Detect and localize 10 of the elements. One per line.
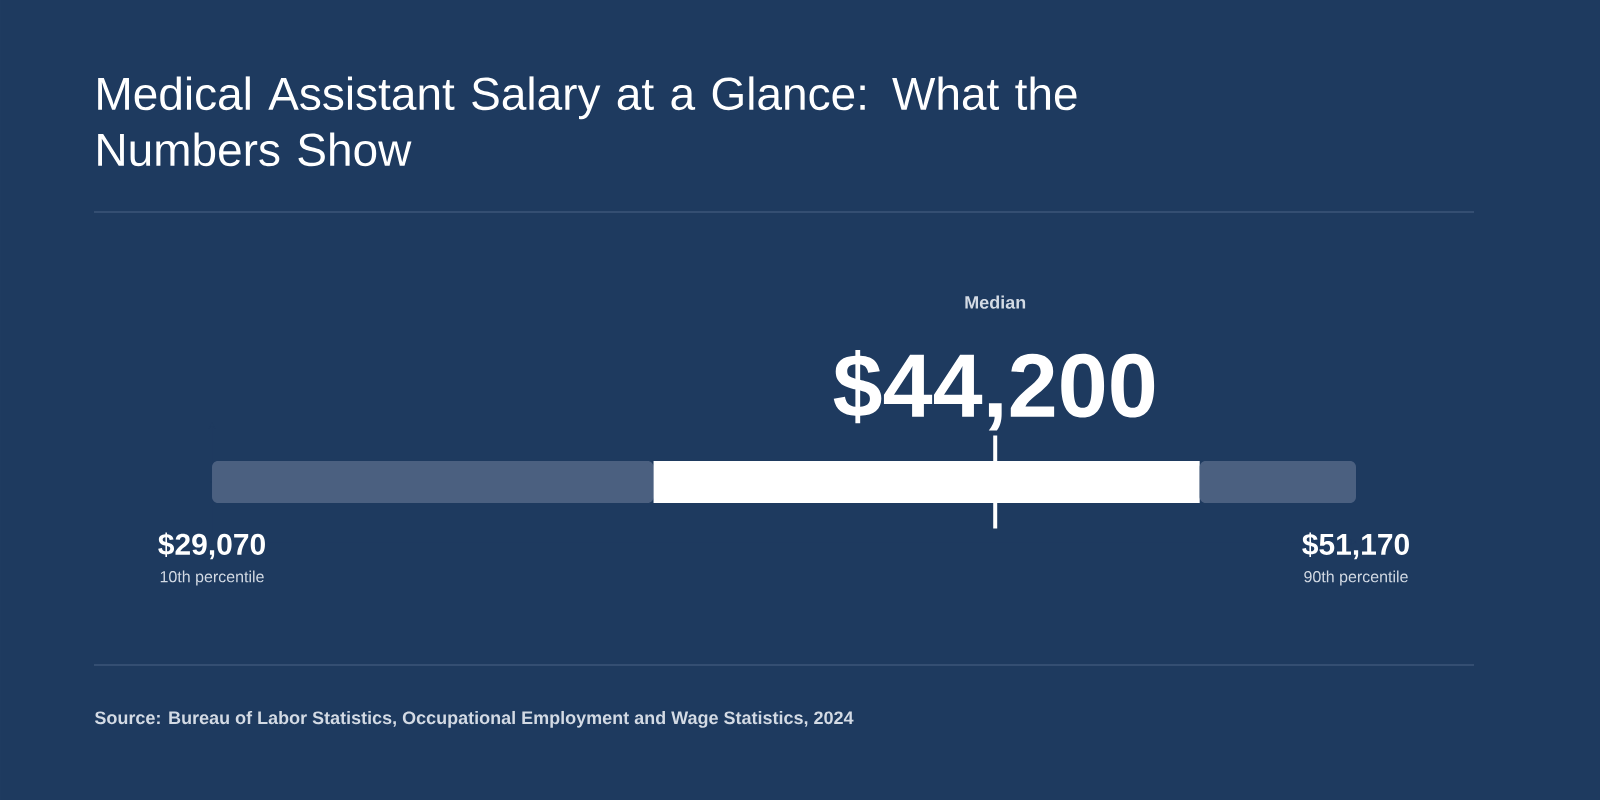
ref-line-label: $44,200 (833, 349, 1155, 431)
chart-title: Medical Assistant Salary at a Glance: What the Numbers Show (98, 76, 1077, 167)
source-note: Source: Bureau of Labor Statistics, Occupational Employment and Wage Statistics, 2024 (94, 710, 854, 728)
x-tick-label: $51,170 (1302, 532, 1409, 560)
text: Median (965, 295, 1026, 309)
x-tick-label: $29,070 (158, 532, 265, 560)
annotation: 10th percentile (160, 570, 264, 586)
bar (212, 461, 654, 503)
annotation: 90th percentile (1304, 570, 1408, 586)
bar (1199, 461, 1357, 503)
